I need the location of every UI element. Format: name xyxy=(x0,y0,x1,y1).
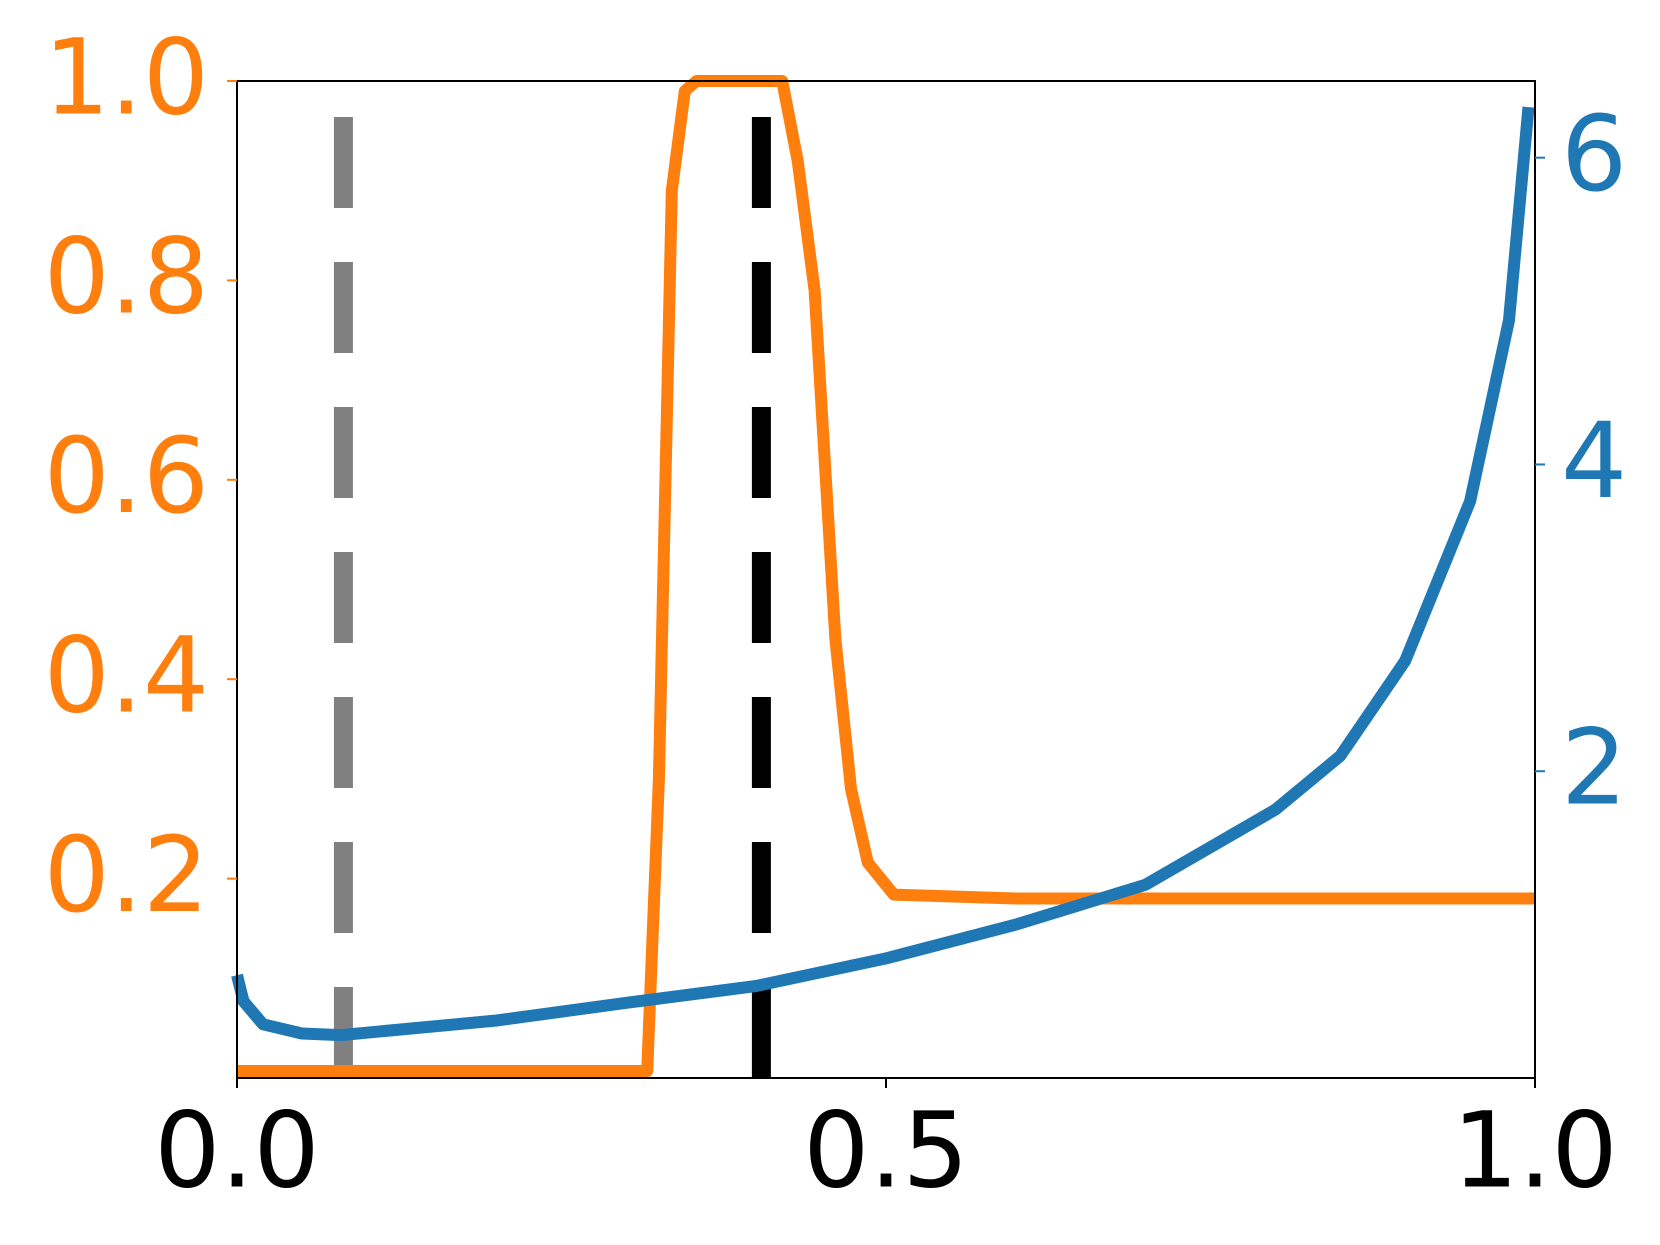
x-tick-label: 1.0 xyxy=(1452,1089,1617,1211)
y-tick-label: 0.2 xyxy=(44,814,209,936)
y-tick-label: 0.4 xyxy=(44,615,209,737)
y-tick-label: 0.6 xyxy=(44,415,209,537)
y2-tick-label: 6 xyxy=(1561,93,1627,215)
data-line xyxy=(237,75,1535,1077)
plot-frame xyxy=(236,80,1536,1079)
x-tick-label: 0.0 xyxy=(154,1089,319,1211)
data-line xyxy=(231,106,1535,1042)
x-tick-label: 0.5 xyxy=(803,1089,968,1211)
y2-tick-label: 2 xyxy=(1561,707,1627,829)
y-tick-label: 0.8 xyxy=(44,216,209,338)
y2-tick-label: 4 xyxy=(1561,400,1627,522)
y-tick-label: 1.0 xyxy=(44,16,209,138)
